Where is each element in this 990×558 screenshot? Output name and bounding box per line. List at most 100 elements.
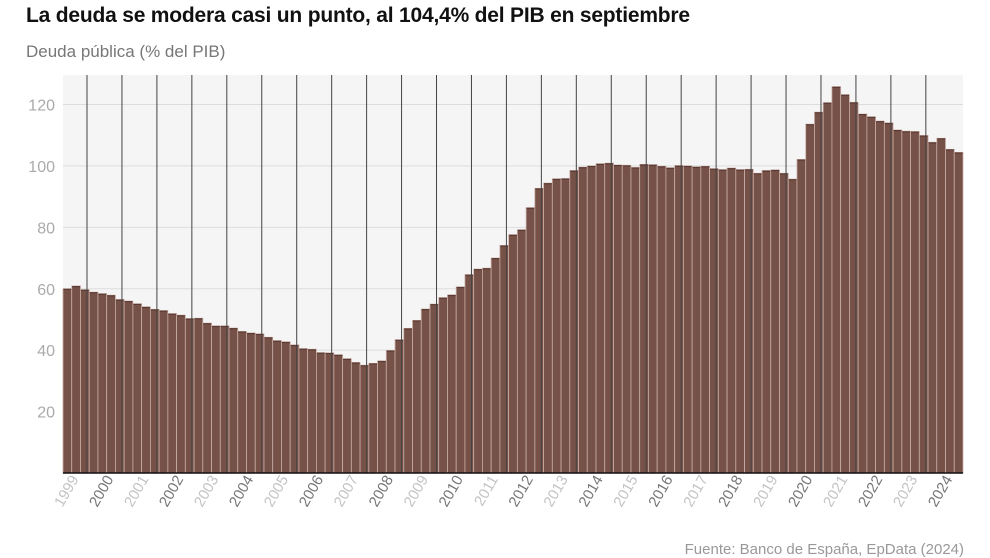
bar-top [727,168,736,170]
x-tick-label: 2023 [890,473,921,510]
bar [412,319,422,474]
bar-top [89,292,98,294]
bar [62,288,73,474]
bar [80,289,90,474]
bar [822,102,833,474]
x-tick-label: 2021 [820,473,851,510]
bar-top [587,165,596,168]
x-tick-label: 2001 [121,473,152,510]
bar-top [675,165,683,167]
bar [682,165,693,474]
bar [709,168,719,474]
bar-top [159,310,168,312]
bar [167,313,177,474]
bar-top [666,167,675,169]
bar-top [316,352,325,354]
bar-top [220,325,229,328]
bar-top [430,304,439,306]
bar [202,322,212,474]
bar-top [902,131,911,133]
bar-top [683,165,692,168]
bar [88,291,99,474]
bar-top [334,354,343,356]
bar-top [954,152,963,154]
bar [787,178,798,474]
bar [700,165,711,474]
bar-top [133,303,142,305]
bar [883,122,894,474]
bar [350,362,361,474]
chart-source: Fuente: Banco de España, EpData (2024) [684,541,964,558]
bar [735,169,745,474]
bar [744,168,754,474]
bar [586,165,597,474]
bar-top [281,341,290,344]
bar-top [919,135,928,137]
x-tick-label: 2024 [925,473,956,510]
bar-top [648,164,657,166]
bar [115,299,125,474]
bar-top [124,301,133,303]
bar [149,308,160,474]
bar-top [474,269,483,271]
bar-top [910,131,919,133]
bar [272,340,282,474]
chart-subtitle: Deuda pública (% del PIB) [26,42,226,61]
bar [604,162,614,474]
bar [595,163,606,474]
y-tick-label: 40 [37,343,55,360]
bar [368,362,378,474]
bar-top [814,112,823,114]
bar [918,135,929,474]
bar [840,94,850,474]
bar [473,268,483,474]
bar [420,308,431,474]
bar-top [72,285,81,288]
bar-top [622,165,631,167]
bar-top [491,258,500,260]
bar-top [176,315,185,317]
bar [132,303,143,474]
bar [866,116,877,474]
bar-top [80,289,89,291]
bar-top [412,320,421,322]
bar [621,164,632,474]
bar [158,310,169,474]
bar [770,169,780,474]
x-tick-label: 2014 [575,473,606,510]
bar [141,306,151,474]
bar [648,164,658,474]
bar [385,350,396,474]
bar [490,257,501,474]
bar [324,352,335,474]
bar [123,300,134,474]
x-tick-label: 2002 [156,473,187,510]
y-tick-label: 80 [37,220,55,237]
bar-top [561,178,570,180]
x-tick-label: 1999 [51,473,82,510]
bar [543,182,553,474]
bar-top [238,331,247,333]
bar-top [884,122,893,125]
bar-top [465,274,474,276]
bar [814,111,824,474]
bar-top [596,163,605,165]
bar [333,354,344,474]
bar-top [692,166,701,169]
bar-top [718,169,727,171]
bar-top [377,360,386,363]
bar [228,327,239,474]
y-tick-label: 100 [28,159,55,176]
bar [246,332,256,474]
bar [97,293,108,474]
bar-top [867,116,876,118]
bar-top [710,168,718,170]
bar-top [779,173,788,175]
bar-top [876,121,884,123]
bar [534,187,544,474]
bar-top [351,362,360,364]
bar-top [701,166,710,168]
bar [936,137,946,474]
bar [307,348,317,474]
bar [377,360,387,474]
